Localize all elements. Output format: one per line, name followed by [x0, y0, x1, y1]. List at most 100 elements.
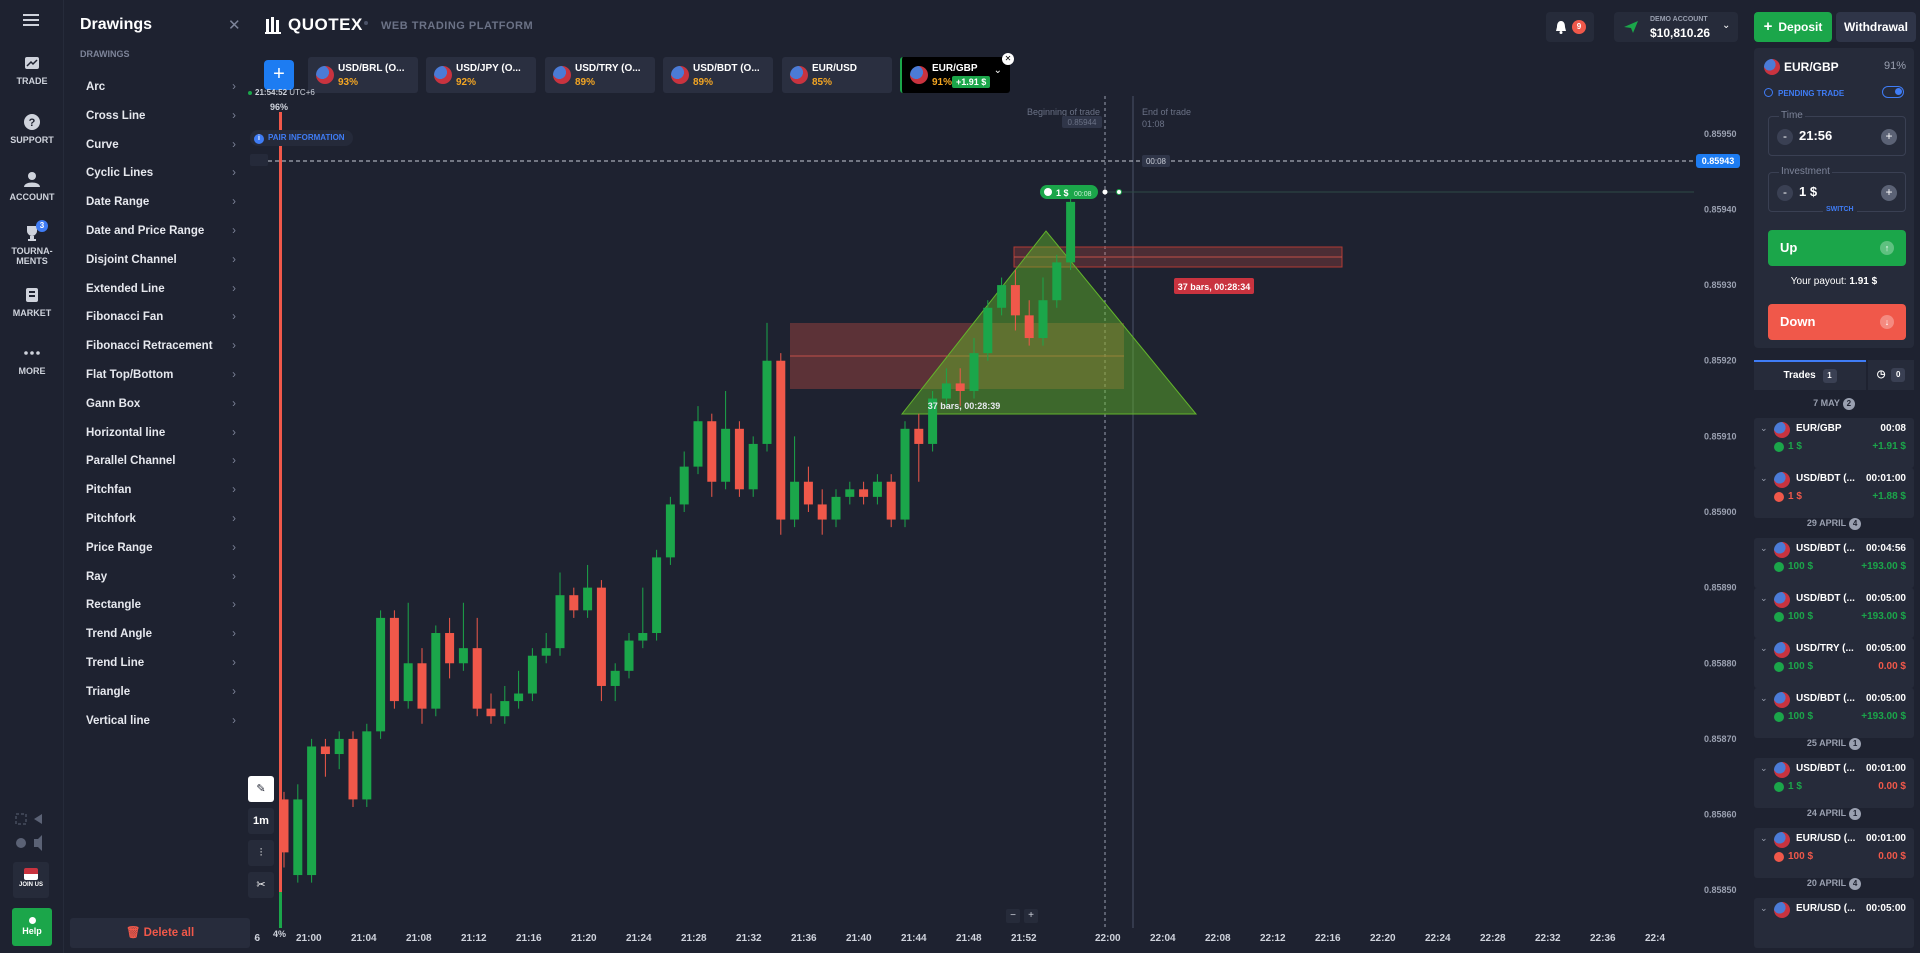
trade-row[interactable]: ⌄ USD/BDT (... 00:01:00 1 $ 0.00 $	[1754, 758, 1914, 808]
notifications-button[interactable]: 9	[1546, 12, 1594, 42]
expand-chevron-icon[interactable]: ⌄	[1760, 763, 1768, 773]
trade-row[interactable]: ⌄ EUR/USD (... 00:01:00 100 $ 0.00 $	[1754, 828, 1914, 878]
close-icon[interactable]: ✕	[1002, 53, 1014, 65]
drawing-tool-item[interactable]: Curve ›	[86, 139, 236, 151]
drawing-tool-item[interactable]: Horizontal line ›	[86, 427, 236, 439]
trade-pair: USD/BDT (...	[1796, 543, 1855, 554]
nav-trade[interactable]: TRADE	[0, 54, 64, 86]
drawing-tool-item[interactable]: Pitchfan ›	[86, 484, 236, 496]
investment-minus-button[interactable]: -	[1777, 185, 1793, 201]
zoom-out-button[interactable]: −	[1006, 909, 1020, 923]
chart-type-button[interactable]: ⫶	[248, 840, 274, 866]
drawing-tool-item[interactable]: Arc ›	[86, 81, 236, 93]
asset-tab[interactable]: USD/BRL (O... 93%	[308, 57, 418, 93]
expand-chevron-icon[interactable]: ⌄	[1760, 643, 1768, 653]
zoom-in-button[interactable]: +	[1024, 909, 1038, 923]
drawing-tool-item[interactable]: Date and Price Range ›	[86, 225, 236, 237]
asset-tab[interactable]: EUR/USD 85%	[782, 57, 892, 93]
drawing-tool-item[interactable]: Fibonacci Fan ›	[86, 311, 236, 323]
drawing-tool-item[interactable]: Cross Line ›	[86, 110, 236, 122]
candle-body	[610, 670, 620, 686]
chevron-right-icon: ›	[232, 225, 236, 237]
drawing-tool-item[interactable]: Triangle ›	[86, 686, 236, 698]
time-minus-button[interactable]: -	[1777, 129, 1793, 145]
drawing-tool-item[interactable]: Fibonacci Retracement ›	[86, 340, 236, 352]
trade-row[interactable]: ⌄ USD/BDT (... 00:05:00 100 $ +193.00 $	[1754, 688, 1914, 738]
join-us-button[interactable]: JOIN US	[13, 862, 49, 898]
x-tick-label: 21:52	[1011, 933, 1037, 944]
tab-trades[interactable]: Trades 1	[1754, 360, 1866, 390]
up-button[interactable]: Up ↑	[1768, 230, 1906, 266]
asset-tab[interactable]: USD/BDT (O... 89%	[663, 57, 773, 93]
drawing-tool-item[interactable]: Date Range ›	[86, 196, 236, 208]
x-tick-label: 21:36	[791, 933, 817, 944]
drawing-tool-item[interactable]: Rectangle ›	[86, 599, 236, 611]
expand-chevron-icon[interactable]: ⌄	[1760, 693, 1768, 703]
chevron-down-icon[interactable]: ⌄	[993, 65, 1002, 76]
pending-toggle[interactable]	[1882, 86, 1904, 98]
nav-tournaments[interactable]: 3 TOURNA- MENTS	[0, 220, 64, 266]
pair-information-button[interactable]: i PAIR INFORMATION	[250, 130, 353, 146]
expand-chevron-icon[interactable]: ⌄	[1760, 543, 1768, 553]
add-asset-button[interactable]: +	[264, 60, 294, 90]
deposit-button[interactable]: + Deposit	[1754, 12, 1832, 42]
pencil-tool-button[interactable]: ✎	[248, 776, 274, 802]
drawing-tool-item[interactable]: Extended Line ›	[86, 283, 236, 295]
menu-button[interactable]	[0, 12, 64, 28]
drawing-tool-label: Date Range	[86, 196, 150, 209]
trade-row[interactable]: ⌄ USD/BDT (... 00:01:00 1 $ +1.88 $	[1754, 468, 1914, 518]
expand-chevron-icon[interactable]: ⌄	[1760, 423, 1768, 433]
trade-row[interactable]: ⌄ EUR/USD (... 00:05:00	[1754, 898, 1914, 948]
expand-chevron-icon[interactable]: ⌄	[1760, 473, 1768, 483]
trade-row[interactable]: ⌄ USD/BDT (... 00:05:00 100 $ +193.00 $	[1754, 588, 1914, 638]
timeframe-button[interactable]: 1m	[248, 808, 274, 834]
tab-history[interactable]: ◷ 0	[1868, 360, 1914, 390]
trade-pair: USD/BDT (...	[1796, 593, 1855, 604]
drawing-tool-item[interactable]: Gann Box ›	[86, 398, 236, 410]
nav-market[interactable]: MARKET	[0, 286, 64, 318]
trade-row[interactable]: ⌄ EUR/GBP 00:08 1 $ +1.91 $	[1754, 418, 1914, 468]
nav-account[interactable]: ACCOUNT	[0, 170, 64, 202]
account-switcher[interactable]: DEMO ACCOUNT $10,810.26 ⌄	[1614, 12, 1738, 42]
candle-body	[928, 398, 938, 444]
drawing-tool-item[interactable]: Pitchfork ›	[86, 513, 236, 525]
price-chart[interactable]: 96% 4% 0.85950 0.85940 0.85930 0.85920 0.859…	[248, 88, 1748, 953]
eye-icon[interactable]	[250, 154, 268, 166]
expand-chevron-icon[interactable]: ⌄	[1760, 833, 1768, 843]
drawing-tool-item[interactable]: Vertical line ›	[86, 715, 236, 727]
trade-row[interactable]: ⌄ USD/BDT (... 00:04:56 100 $ +193.00 $	[1754, 538, 1914, 588]
trade-row[interactable]: ⌄ USD/TRY (... 00:05:00 100 $ 0.00 $	[1754, 638, 1914, 688]
time-field[interactable]: Time - 21:56 +	[1768, 110, 1906, 156]
time-plus-button[interactable]: +	[1881, 129, 1897, 145]
drawing-tool-item[interactable]: Flat Top/Bottom ›	[86, 369, 236, 381]
timeframe-label: 1m	[253, 815, 269, 827]
nav-more[interactable]: MORE	[0, 344, 64, 376]
investment-plus-button[interactable]: +	[1881, 185, 1897, 201]
drawing-tool-label: Price Range	[86, 541, 153, 554]
asset-tab[interactable]: USD/TRY (O... 89%	[545, 57, 655, 93]
investment-field[interactable]: Investment - 1 $ + SWITCH	[1768, 166, 1906, 213]
info-icon: i	[254, 134, 264, 144]
asset-tab[interactable]: USD/JPY (O... 92%	[426, 57, 536, 93]
asset-tab[interactable]: EUR/GBP 91% +1.91 $ ✕ ⌄	[900, 53, 1014, 93]
right-panel: EUR/GBP 91% PENDING TRADE Time - 21:56 +…	[1748, 48, 1920, 953]
drawing-tool-item[interactable]: Disjoint Channel ›	[86, 254, 236, 266]
drawing-tool-item[interactable]: Price Range ›	[86, 542, 236, 554]
indicators-button[interactable]: ✂	[248, 872, 274, 898]
user-icon	[24, 172, 40, 187]
nav-support[interactable]: ? SUPPORT	[0, 113, 64, 145]
drawing-tool-item[interactable]: Trend Line ›	[86, 657, 236, 669]
down-button[interactable]: Down ↓	[1768, 304, 1906, 340]
drawing-tool-item[interactable]: Trend Angle ›	[86, 628, 236, 640]
withdrawal-button[interactable]: Withdrawal	[1836, 12, 1916, 42]
expand-chevron-icon[interactable]: ⌄	[1760, 593, 1768, 603]
switch-button[interactable]: SWITCH	[1823, 206, 1857, 213]
close-icon[interactable]: ✕	[228, 17, 241, 34]
drawing-tool-item[interactable]: Parallel Channel ›	[86, 455, 236, 467]
drawing-tool-item[interactable]: Ray ›	[86, 571, 236, 583]
help-button[interactable]: Help	[12, 908, 52, 946]
candle-body	[279, 799, 289, 853]
expand-chevron-icon[interactable]: ⌄	[1760, 903, 1768, 913]
delete-all-button[interactable]: 🗑 Delete all	[70, 918, 250, 948]
drawing-tool-item[interactable]: Cyclic Lines ›	[86, 167, 236, 179]
